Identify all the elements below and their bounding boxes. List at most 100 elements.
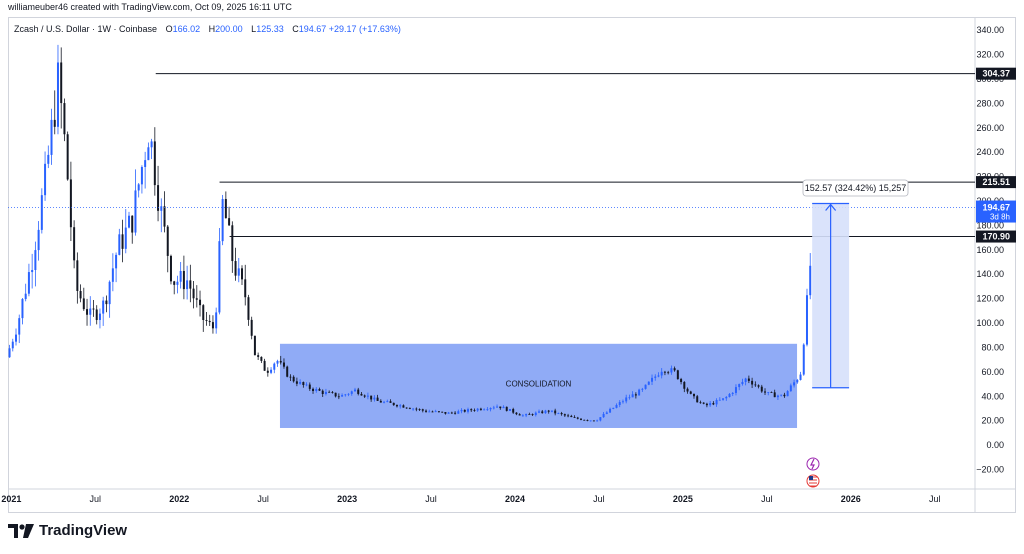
price-tick-label: 340.00 [976, 25, 1004, 35]
chart-frame [8, 17, 1016, 513]
level-label: 170.90 [982, 232, 1010, 242]
candle-body [505, 406, 508, 411]
candle-body [376, 397, 379, 401]
candle-body [215, 312, 218, 329]
candle-body [344, 394, 347, 396]
candle-body [8, 348, 11, 358]
candle-body [237, 268, 240, 276]
candle-body [754, 384, 757, 386]
time-tick-label: 2025 [673, 494, 693, 504]
candle-body [670, 368, 673, 373]
candle-body [483, 409, 486, 411]
price-tick-label: 320.00 [976, 50, 1004, 60]
candle-body [331, 392, 334, 393]
candle-body [541, 411, 544, 414]
candle-body [341, 395, 344, 397]
candle-body [18, 318, 21, 335]
price-tick-label: 240.00 [976, 147, 1004, 157]
candle-body [731, 392, 734, 394]
time-tick-label: 2023 [337, 494, 357, 504]
candle-body [738, 384, 741, 388]
candle-body [150, 141, 153, 148]
candle-body [24, 293, 27, 300]
candle-body [147, 147, 150, 161]
candle-body [257, 355, 260, 357]
tradingview-brand: TradingView [39, 522, 128, 539]
candle-body [547, 410, 550, 412]
candle-body [211, 322, 214, 329]
symbol-title[interactable]: Zcash / U.S. Dollar · 1W · Coinbase [14, 24, 158, 34]
candle-body [586, 419, 589, 421]
candle-body [186, 280, 189, 290]
symbol-legend: Zcash / U.S. Dollar · 1W · Coinbase O166… [14, 24, 401, 34]
candle-body [244, 279, 247, 298]
open-value: 166.02 [172, 24, 201, 34]
candle-body [76, 260, 79, 291]
candle-body [108, 281, 111, 305]
candle-body [131, 215, 134, 233]
candle-body [776, 395, 779, 398]
candle-body [428, 411, 431, 413]
candle-body [780, 394, 783, 396]
candle-body [589, 420, 592, 422]
time-tick-label: Jul [257, 494, 269, 504]
candle-body [718, 399, 721, 401]
candle-body [709, 403, 712, 406]
candle-body [563, 414, 566, 416]
consolidation-label: CONSOLIDATION [506, 380, 572, 389]
candle-body [21, 299, 24, 319]
candle-body [95, 309, 98, 321]
candle-body [628, 397, 631, 399]
candle-body [260, 356, 263, 361]
candle-body [502, 406, 505, 409]
candle-body [715, 400, 718, 405]
candle-body [460, 409, 463, 412]
candle-body [554, 410, 557, 414]
candle-body [350, 391, 353, 394]
candle-body [334, 392, 337, 397]
candle-body [357, 389, 360, 394]
candle-body [641, 388, 644, 390]
candle-body [686, 388, 689, 392]
us-flag-canton [808, 476, 813, 480]
price-tick-label: 40.00 [981, 391, 1004, 401]
candle-body [79, 290, 82, 299]
price-tick-label: 160.00 [976, 245, 1004, 255]
candle-body [379, 400, 382, 403]
candle-body [557, 413, 560, 414]
candle-body [431, 411, 434, 413]
time-tick-label: Jul [90, 494, 102, 504]
price-tick-label: 60.00 [981, 367, 1004, 377]
price-tick-label: 260.00 [976, 123, 1004, 133]
low-label: L [251, 24, 257, 34]
time-tick-label: 2022 [169, 494, 189, 504]
candle-body [415, 408, 418, 410]
candle-body [247, 297, 250, 320]
candle-body [676, 370, 679, 380]
candle-body [308, 384, 311, 389]
candle-body [728, 393, 731, 398]
candle-body [241, 268, 244, 280]
candle-body [567, 415, 570, 417]
candle-body [137, 184, 140, 191]
candle-body [292, 376, 295, 382]
candle-body [353, 389, 356, 392]
candle-body [173, 281, 176, 285]
candle-body [699, 402, 702, 404]
candle-body [470, 409, 473, 411]
candle-body [783, 394, 786, 397]
candle-body [757, 385, 760, 387]
candle-body [53, 119, 56, 127]
candle-body [144, 160, 147, 167]
candle-body [286, 366, 289, 377]
candle-body [508, 409, 511, 411]
candle-body [602, 413, 605, 418]
candle-body [221, 199, 224, 242]
candle-body [92, 308, 95, 310]
price-tick-label: −20.00 [976, 464, 1004, 474]
candle-body [605, 412, 608, 414]
candle-body [673, 368, 676, 371]
candle-body [37, 229, 40, 251]
candle-body [418, 409, 421, 411]
